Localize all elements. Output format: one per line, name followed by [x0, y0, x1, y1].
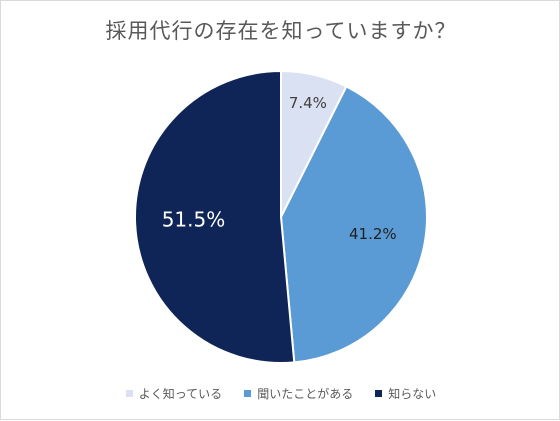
legend-item-0: よく知っている	[125, 385, 223, 402]
legend-swatch-1	[244, 390, 252, 397]
data-label-0: 7.4%	[289, 94, 327, 112]
chart-title: 採用代行の存在を知っていますか？	[105, 19, 457, 43]
data-label-1: 41.2%	[349, 225, 397, 243]
pie-slice-1	[279, 85, 428, 364]
legend-label-2: 知らない	[388, 387, 437, 401]
legend-item-1: 聞いたことがある	[244, 385, 353, 402]
legend-swatch-0	[125, 390, 133, 397]
pie-slice-2	[134, 69, 296, 364]
legend-swatch-2	[375, 390, 383, 397]
data-label-2: 51.5%	[162, 207, 226, 231]
legend-label-1: 聞いたことがある	[257, 387, 354, 401]
legend-label-0: よく知っている	[138, 387, 223, 401]
legend: よく知っている 聞いたことがある 知らない	[1, 385, 560, 402]
legend-item-2: 知らない	[375, 385, 436, 402]
